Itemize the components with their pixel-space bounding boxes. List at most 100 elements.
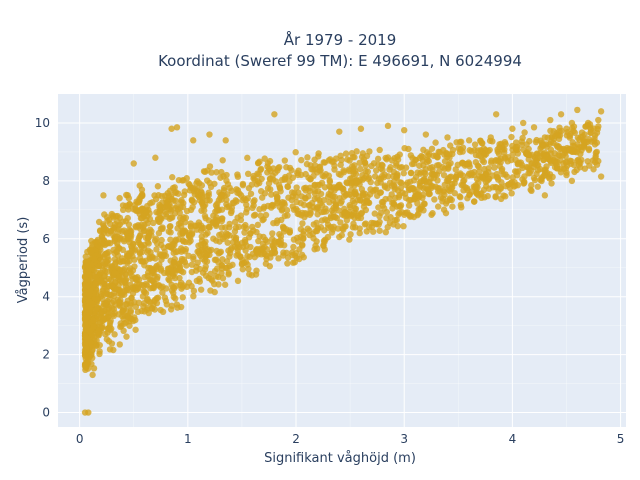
data-point <box>167 222 174 230</box>
data-point <box>374 155 382 163</box>
data-point <box>134 199 142 206</box>
data-point <box>348 181 355 188</box>
data-point <box>416 162 423 169</box>
data-point <box>166 187 174 195</box>
data-point <box>344 156 351 163</box>
data-point <box>252 271 260 278</box>
data-point <box>410 186 418 193</box>
data-point <box>343 212 350 220</box>
data-point <box>508 190 515 197</box>
data-point <box>562 159 570 166</box>
data-point <box>185 231 193 238</box>
data-point <box>487 134 494 141</box>
data-point <box>377 189 385 196</box>
y-tick-label: 10 <box>35 116 50 130</box>
data-point <box>520 119 527 127</box>
data-point <box>197 286 205 293</box>
data-point <box>87 247 94 254</box>
data-point <box>129 290 137 297</box>
data-point <box>304 225 311 232</box>
data-point <box>365 174 373 181</box>
data-point <box>405 197 413 204</box>
data-point <box>514 182 522 189</box>
data-point <box>123 333 130 340</box>
data-point <box>415 190 422 197</box>
data-point <box>405 202 413 209</box>
data-point <box>120 327 127 335</box>
data-point <box>361 159 368 166</box>
data-point <box>223 230 230 237</box>
data-point <box>131 263 138 270</box>
data-point <box>183 207 191 215</box>
data-point <box>414 211 421 219</box>
data-point <box>299 220 306 227</box>
data-point <box>212 273 220 280</box>
data-point <box>290 243 297 251</box>
data-point <box>190 137 197 144</box>
data-point <box>161 294 169 301</box>
data-point <box>337 219 344 226</box>
data-point <box>555 143 562 150</box>
data-point <box>189 203 196 211</box>
data-point <box>371 173 379 180</box>
data-point <box>285 172 293 179</box>
data-point <box>519 134 526 142</box>
data-point <box>361 190 369 198</box>
data-point <box>401 126 408 134</box>
data-point <box>244 261 251 268</box>
data-point <box>305 174 312 181</box>
data-point <box>457 171 464 179</box>
data-point <box>125 221 133 228</box>
data-point <box>155 282 162 289</box>
x-tick-label: 2 <box>292 432 300 446</box>
data-point <box>491 158 499 165</box>
data-point <box>458 138 465 146</box>
data-point <box>140 287 147 295</box>
data-point <box>275 255 282 262</box>
data-point <box>527 186 534 193</box>
data-point <box>278 216 285 224</box>
data-point <box>302 195 309 202</box>
data-point <box>206 224 213 231</box>
data-point <box>199 269 207 276</box>
data-point <box>147 299 154 306</box>
data-point <box>416 182 424 189</box>
data-point <box>507 156 515 164</box>
data-point <box>428 211 435 218</box>
data-point <box>176 214 184 222</box>
data-point <box>492 193 499 200</box>
data-point <box>348 150 356 157</box>
data-point <box>213 256 220 263</box>
data-point <box>300 201 308 209</box>
data-point <box>316 163 324 170</box>
data-point <box>340 185 347 193</box>
data-point <box>131 256 138 263</box>
data-point <box>111 309 118 317</box>
data-point <box>159 308 167 316</box>
data-point <box>326 156 334 163</box>
data-point <box>337 161 344 169</box>
data-point <box>90 317 97 324</box>
data-point <box>338 231 345 239</box>
data-point <box>264 185 272 192</box>
data-point <box>425 152 432 160</box>
data-point <box>86 327 94 334</box>
data-point <box>557 111 565 118</box>
data-point <box>293 198 300 206</box>
data-point <box>185 180 192 187</box>
data-point <box>283 249 290 257</box>
data-point <box>256 206 263 213</box>
data-point <box>94 236 101 244</box>
data-point <box>464 161 471 168</box>
data-point <box>280 242 288 249</box>
data-point <box>402 181 409 189</box>
data-point <box>340 167 347 174</box>
data-point <box>322 205 329 212</box>
data-point <box>465 137 473 144</box>
data-point <box>273 199 281 207</box>
data-point <box>386 166 393 173</box>
data-point <box>280 224 287 232</box>
data-point <box>148 304 156 312</box>
data-point <box>296 255 303 263</box>
data-point <box>560 145 567 153</box>
